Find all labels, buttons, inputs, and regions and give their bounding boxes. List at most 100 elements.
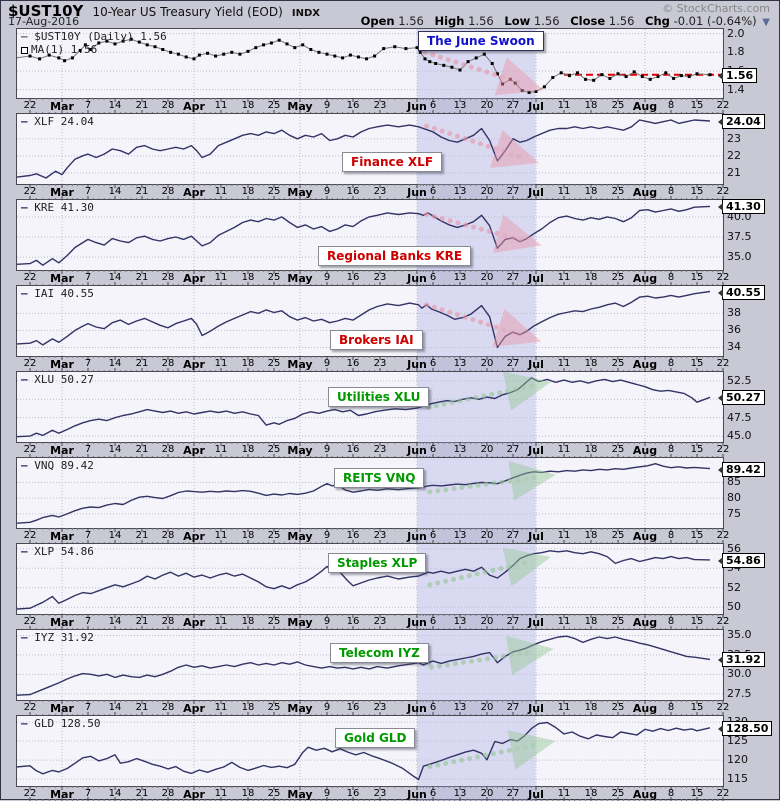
x-axis-label: 6 xyxy=(430,186,436,197)
x-axis-label: 9 xyxy=(324,272,330,283)
x-axis-label: 16 xyxy=(347,702,360,713)
x-axis-label: Mar xyxy=(50,702,74,715)
x-axis-label: 22 xyxy=(717,530,730,541)
x-axis-label: 8 xyxy=(668,272,674,283)
x-axis-label: Apr xyxy=(183,616,205,629)
x-axis-label: 25 xyxy=(268,272,281,283)
x-axis-label: 13 xyxy=(454,100,467,111)
x-axis-label: 15 xyxy=(691,702,704,713)
x-axis-label: 27 xyxy=(507,702,520,713)
panel-legend: — GLD 128.50 xyxy=(21,717,100,730)
x-axis-label: 23 xyxy=(374,702,387,713)
x-axis-label: 16 xyxy=(347,788,360,799)
x-axis-label: 25 xyxy=(268,530,281,541)
x-axis-label: 6 xyxy=(430,616,436,627)
x-axis-label: 22 xyxy=(24,788,37,799)
x-axis-label: 27 xyxy=(507,186,520,197)
x-axis-label: 15 xyxy=(691,616,704,627)
legend-line-swatch: — xyxy=(21,30,28,43)
y-axis-label: 52 xyxy=(727,581,741,594)
x-axis-label: May xyxy=(287,702,312,715)
x-axis-label: 7 xyxy=(85,272,91,283)
panel-legend: — XLF 24.04 xyxy=(21,115,94,128)
x-axis-label: 18 xyxy=(585,616,598,627)
x-axis-label: 11 xyxy=(558,702,571,713)
x-axis-label: 15 xyxy=(691,100,704,111)
x-axis-label: 23 xyxy=(374,616,387,627)
y-axis-label: 23 xyxy=(727,132,741,145)
x-axis-label: Apr xyxy=(183,530,205,543)
legend-line-swatch: — xyxy=(21,631,28,644)
x-axis-label: Apr xyxy=(183,186,205,199)
x-axis-label: 18 xyxy=(585,530,598,541)
x-axis-label: 11 xyxy=(558,272,571,283)
x-axis-label: 22 xyxy=(717,272,730,283)
x-axis-label: 11 xyxy=(215,272,228,283)
x-axis-label: 28 xyxy=(162,186,175,197)
x-axis-label: 25 xyxy=(612,530,625,541)
x-axis-label: 22 xyxy=(24,702,37,713)
x-axis-label: 22 xyxy=(24,444,37,455)
y-axis-label: 38 xyxy=(727,306,741,319)
x-axis-label: Apr xyxy=(183,788,205,801)
chart-svg xyxy=(17,372,723,442)
x-axis-label: Mar xyxy=(50,272,74,285)
x-axis-label: 28 xyxy=(162,788,175,799)
y-axis-label: 1.8 xyxy=(727,45,745,58)
x-axis-label: 21 xyxy=(136,358,149,369)
x-axis-label: Jul xyxy=(528,530,544,543)
chart-header: $UST10Y 10-Year US Treasury Yield (EOD) … xyxy=(0,0,780,28)
x-axis-label: Mar xyxy=(50,444,74,457)
x-axis-label: 7 xyxy=(85,702,91,713)
x-axis-label: 11 xyxy=(558,788,571,799)
close-label: Close xyxy=(570,14,605,28)
x-axis-label: 22 xyxy=(24,530,37,541)
annotation-label: REITS VNQ xyxy=(334,468,424,488)
x-axis-label: 11 xyxy=(215,702,228,713)
x-axis-label: 20 xyxy=(481,444,494,455)
x-axis-label: Aug xyxy=(633,358,657,371)
panel-legend: — KRE 41.30 xyxy=(21,201,94,214)
x-axis-label: 23 xyxy=(374,444,387,455)
x-axis-label: Jul xyxy=(528,272,544,285)
x-axis-label: 20 xyxy=(481,616,494,627)
exchange-label: INDX xyxy=(292,8,320,19)
x-axis-label: Jul xyxy=(528,616,544,629)
x-axis-label: May xyxy=(287,358,312,371)
x-axis-label: 21 xyxy=(136,444,149,455)
x-axis-label: Jun xyxy=(407,702,427,715)
x-axis-label: 22 xyxy=(717,444,730,455)
chg-direction-icon[interactable]: ▼ xyxy=(762,17,770,28)
chart-svg xyxy=(17,716,723,786)
x-axis-label: 7 xyxy=(85,530,91,541)
x-axis-label: 28 xyxy=(162,616,175,627)
x-axis-label: 21 xyxy=(136,186,149,197)
x-axis-label: Aug xyxy=(633,186,657,199)
x-axis-label: 20 xyxy=(481,702,494,713)
y-axis-label: 27.5 xyxy=(727,687,752,700)
x-axis-label: 18 xyxy=(585,358,598,369)
x-axis-label: 25 xyxy=(268,100,281,111)
legend-line-swatch: — xyxy=(21,545,28,558)
x-axis-label: 28 xyxy=(162,272,175,283)
x-axis-label: Jul xyxy=(528,444,544,457)
x-axis-label: 8 xyxy=(668,358,674,369)
annotation-label: The June Swoon xyxy=(418,31,544,51)
x-axis-label: Jul xyxy=(528,358,544,371)
x-axis-label: 11 xyxy=(558,100,571,111)
x-axis-label: 13 xyxy=(454,186,467,197)
x-axis-label: 13 xyxy=(454,788,467,799)
x-axis-label: 8 xyxy=(668,530,674,541)
x-axis-label: Jun xyxy=(407,530,427,543)
x-axis-label: 21 xyxy=(136,702,149,713)
x-axis-label: 27 xyxy=(507,616,520,627)
x-axis-label: Apr xyxy=(183,444,205,457)
x-axis-label: 11 xyxy=(558,186,571,197)
x-axis-label: 22 xyxy=(717,616,730,627)
price-badge: 1.56 xyxy=(722,68,757,83)
